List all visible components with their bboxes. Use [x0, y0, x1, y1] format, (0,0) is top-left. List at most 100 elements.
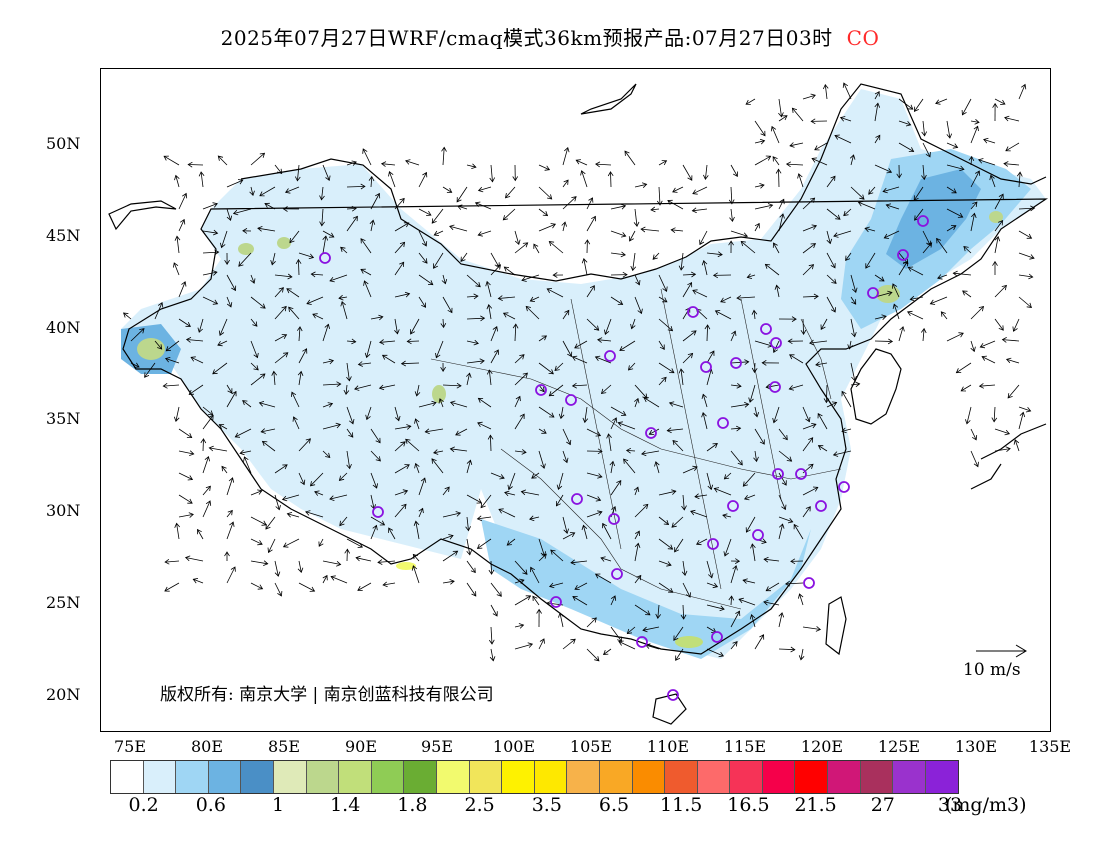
wind-vector: [960, 384, 972, 392]
wind-vector-head: [634, 542, 641, 549]
wind-vector: [271, 252, 276, 265]
wind-vector: [274, 582, 282, 597]
wind-vector: [586, 216, 596, 232]
wind-vector: [503, 208, 516, 221]
wind-vector: [240, 450, 252, 454]
colorbar-swatch: [893, 761, 926, 793]
wind-vector-head: [539, 386, 545, 393]
wind-vector: [318, 538, 324, 547]
wind-vector-head: [566, 439, 572, 446]
wind-vector: [508, 472, 516, 490]
wind-vector-head: [787, 338, 793, 345]
wind-vector: [773, 340, 780, 353]
wind-vector: [962, 290, 972, 298]
colorbar-swatch: [697, 761, 731, 793]
wind-vector: [202, 485, 211, 496]
wind-vector: [532, 596, 540, 606]
wind-vector: [595, 573, 612, 584]
wind-vector-head: [691, 271, 697, 278]
wind-vector: [850, 154, 854, 166]
wind-vector-head: [671, 489, 677, 495]
wind-vector: [634, 183, 647, 188]
wind-vector: [549, 241, 564, 254]
wind-vector-head: [532, 595, 538, 602]
wind-vector-head: [808, 264, 815, 270]
wind-vector: [583, 258, 588, 276]
wind-vector-head: [563, 457, 569, 464]
wind-vector-head: [380, 161, 387, 167]
wind-vector-head: [489, 656, 496, 662]
wind-vector: [600, 557, 612, 562]
wind-vector-head: [628, 236, 634, 242]
wind-vector-head: [260, 373, 266, 379]
wind-vector: [466, 460, 471, 474]
wind-vector-head: [174, 174, 180, 181]
wind-vector: [226, 179, 243, 188]
wind-vector: [874, 315, 887, 320]
wind-vector: [754, 120, 766, 136]
wind-vector: [549, 582, 564, 587]
wind-vector-head: [218, 424, 225, 429]
wind-vector-head: [426, 210, 432, 216]
wind-vector: [478, 397, 492, 408]
korea-coastline: [850, 348, 902, 425]
wind-vector: [282, 494, 300, 500]
wind-vector: [370, 472, 378, 489]
wind-vector: [671, 229, 684, 232]
wind-vector-head: [940, 311, 946, 317]
wind-vector-head: [842, 82, 849, 88]
wind-vector: [442, 318, 444, 328]
wind-vector: [322, 403, 333, 408]
wind-vector-head: [378, 314, 384, 321]
wind-vector-head: [663, 519, 670, 525]
wind-vector: [632, 252, 636, 271]
wind-vector-head: [751, 309, 758, 315]
wind-vector: [898, 98, 914, 110]
wind-vector: [202, 203, 218, 210]
wind-vector-head: [440, 366, 446, 372]
wind-vector-head: [357, 586, 363, 591]
colorbar-label: 3.5: [531, 794, 562, 816]
wind-vector: [394, 198, 405, 210]
wind-vector-head: [879, 276, 885, 282]
wind-vector-head: [1001, 337, 1007, 343]
wind-vector: [346, 186, 365, 188]
colorbar-swatch: [632, 761, 666, 793]
wind-vector-head: [902, 260, 908, 267]
wind-vector-head: [322, 574, 328, 581]
wind-vector-head: [346, 463, 352, 470]
wind-vector: [379, 340, 396, 343]
wind-vector-head: [913, 195, 919, 201]
wind-vector-head: [929, 299, 936, 305]
wind-vector: [946, 225, 957, 232]
wind-vector: [634, 604, 651, 616]
wind-vector: [850, 318, 856, 337]
wind-vector-head: [181, 281, 187, 287]
wind-vector-head: [224, 259, 230, 265]
wind-vector: [645, 644, 660, 650]
wind-vector-head: [687, 281, 693, 288]
wind-vector-head: [772, 417, 778, 424]
wind-vector: [311, 273, 324, 276]
wind-vector: [370, 494, 375, 509]
wind-vector: [584, 406, 588, 423]
wind-vector: [674, 538, 684, 553]
wind-vector-head: [671, 522, 677, 528]
wind-vector-head: [512, 323, 519, 329]
wind-vector: [970, 213, 975, 232]
wind-vector: [736, 296, 756, 299]
wind-vector: [442, 274, 446, 284]
wind-vector-head: [212, 202, 218, 208]
wind-vector-head: [1003, 161, 1009, 167]
green-patch-qinghai: [432, 385, 446, 403]
wind-vector-head: [477, 231, 483, 237]
wind-vector: [597, 339, 612, 342]
wind-vector: [562, 196, 577, 210]
wind-vector: [789, 384, 804, 390]
wind-vector: [898, 120, 911, 126]
wind-vector: [914, 208, 924, 221]
wind-vector-head: [624, 150, 630, 156]
wind-vector-head: [594, 355, 601, 361]
x-tick-label: 125E: [877, 737, 921, 756]
wind-vector: [682, 282, 692, 298]
